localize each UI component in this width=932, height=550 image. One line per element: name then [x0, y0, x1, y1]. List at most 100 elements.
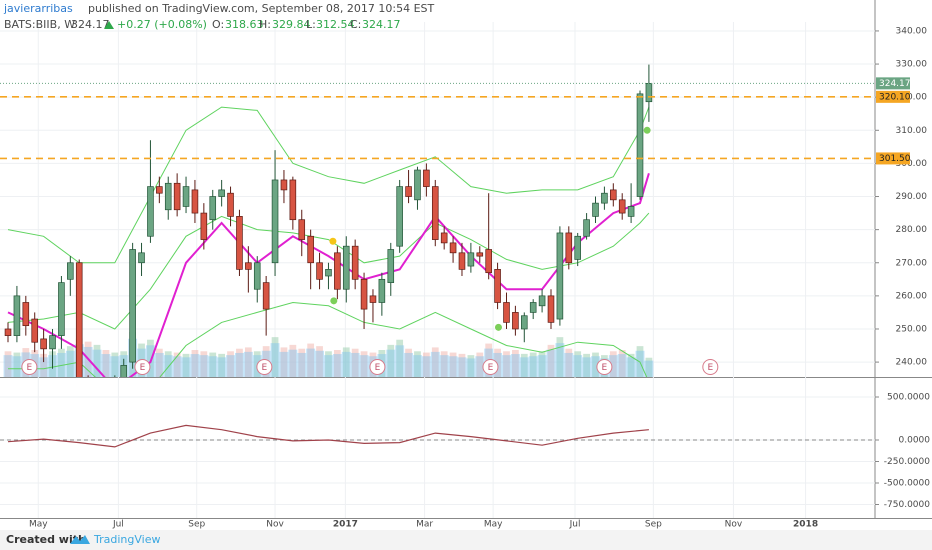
volume-bar [155, 348, 163, 377]
volume-bar [173, 352, 181, 377]
volume-overlay [421, 356, 431, 377]
volume-bar [227, 351, 234, 377]
candle-body [636, 93, 644, 197]
low-label: L: [306, 18, 316, 31]
candle-body [627, 206, 635, 217]
volume-overlay [475, 356, 485, 377]
volume-overlay [297, 352, 307, 377]
volume-overlay [430, 351, 440, 377]
candle-body [601, 192, 608, 204]
earnings-label: E [488, 363, 494, 373]
volume-bar [556, 337, 564, 377]
volume-bar [431, 347, 439, 377]
volume-bar [111, 352, 119, 377]
volume-overlay [110, 356, 120, 377]
volume-overlay [190, 354, 200, 377]
indicator-line [7, 106, 650, 264]
volume-bar [66, 346, 74, 377]
volume-overlay [395, 345, 405, 377]
x-tick-label: Nov [725, 520, 743, 530]
y-tick-label: 320.00 [896, 93, 928, 103]
volume-bar [627, 353, 635, 377]
volume-overlay [519, 357, 529, 377]
volume-bar [244, 347, 252, 377]
volume-overlay [154, 352, 164, 377]
earnings-badge [702, 359, 719, 375]
volume-overlay [101, 354, 111, 377]
candle-body [129, 249, 136, 363]
volume-bar [325, 351, 332, 377]
volume-overlay [564, 352, 574, 377]
volume-overlay [3, 355, 13, 377]
candle-body [521, 315, 528, 330]
candle-body [369, 295, 377, 303]
volume-overlay [306, 348, 316, 377]
volume-overlay [635, 350, 645, 377]
volume-bar [147, 339, 154, 377]
candle-body [182, 186, 190, 207]
volume-overlay [92, 349, 102, 377]
volume-overlay [617, 354, 627, 377]
volume-bar [494, 348, 501, 377]
earnings-label: E [27, 363, 33, 373]
candle-body [414, 169, 421, 201]
volume-bar [182, 353, 190, 377]
earnings-label: E [262, 363, 268, 373]
x-tick-label: Sep [188, 520, 205, 530]
earnings-label: E [140, 363, 146, 373]
candle-body [58, 282, 65, 336]
volume-bar [449, 352, 457, 377]
candle-body [147, 186, 154, 237]
volume-bar [476, 352, 484, 377]
volume-overlay [457, 357, 467, 377]
x-tick-label: Jul [112, 520, 124, 530]
volume-overlay [626, 357, 636, 377]
candle-body [351, 245, 359, 280]
candle-body [342, 245, 350, 290]
candle-body [387, 249, 395, 283]
main-pane [0, 64, 875, 377]
candle-body [138, 252, 145, 264]
candle-body [618, 199, 626, 214]
volume-bar [405, 348, 412, 377]
last-price: 324.17 [71, 18, 110, 31]
price-level-label: 301.50 [879, 154, 911, 164]
symbol: BATS:BIIB, W [4, 18, 75, 31]
open-label: O: [212, 18, 224, 31]
volume-overlay [359, 355, 369, 377]
volume-bar [645, 357, 653, 377]
x-tick-label: 2018 [793, 520, 818, 530]
candle-body [75, 262, 83, 377]
candle-body [458, 252, 466, 270]
candle-body [164, 182, 172, 211]
candle-body [547, 295, 555, 323]
signal-dot [329, 237, 337, 245]
volume-bar [316, 346, 323, 377]
candle-body [378, 278, 386, 303]
candle-body [209, 196, 217, 221]
volume-bar [102, 350, 110, 377]
volume-overlay [466, 358, 476, 377]
volume-bar [280, 347, 288, 377]
earnings-label: E [602, 363, 608, 373]
candle-body [271, 179, 279, 264]
volume-overlay [510, 354, 520, 377]
volume-overlay [83, 346, 93, 377]
volume-bar [520, 353, 528, 377]
y-tick-label: 250.00 [896, 324, 928, 334]
candle-body [360, 278, 368, 310]
candle-body [13, 295, 21, 336]
oscillator-line [7, 424, 649, 448]
volume-overlay [208, 356, 218, 377]
volume-overlay [404, 352, 414, 377]
close-label: C: [350, 18, 361, 31]
y-tick-label: 330.00 [896, 60, 928, 70]
volume-bar [236, 348, 243, 377]
volume-overlay [226, 355, 235, 377]
volume-bar [574, 351, 582, 377]
volume-bar [218, 353, 226, 377]
indicator-line [8, 301, 648, 377]
volume-bar [609, 351, 617, 377]
candle-body [325, 269, 332, 277]
